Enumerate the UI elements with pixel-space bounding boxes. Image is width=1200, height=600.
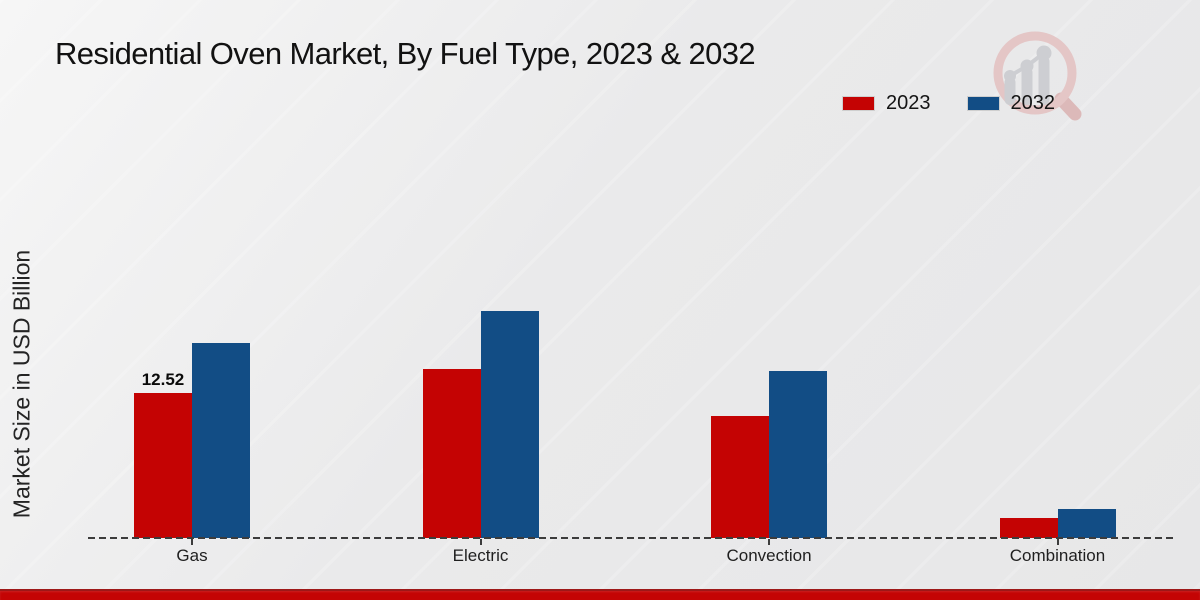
bar-convection-2023 xyxy=(711,416,769,538)
legend-swatch-2032 xyxy=(966,96,1000,111)
value-label-gas-2023: 12.52 xyxy=(141,370,185,389)
x-axis-tick-combination xyxy=(1056,539,1059,545)
magnifier-bar-chart-logo-icon xyxy=(993,31,1082,121)
legend-swatch-2023 xyxy=(842,96,875,111)
chart-title: Residential Oven Market, By Fuel Type, 2… xyxy=(55,36,756,71)
bar-electric-2023 xyxy=(422,369,481,538)
bar-combination-2032 xyxy=(1057,509,1116,538)
legend-item-2023: 2023 xyxy=(842,92,931,115)
x-axis-tick-electric xyxy=(479,539,482,545)
bar-electric-2032 xyxy=(480,311,539,538)
x-axis-baseline xyxy=(88,537,1176,539)
legend-label-2032: 2032 xyxy=(1010,92,1056,114)
x-axis-tick-gas xyxy=(191,539,193,545)
bottom-accent-strip xyxy=(0,589,1200,600)
bar-gas-2023 xyxy=(134,393,192,538)
x-axis-tick-convection xyxy=(768,539,770,545)
bar-gas-2032 xyxy=(192,343,250,538)
legend: 2023 2032 xyxy=(842,92,1055,115)
legend-item-2032: 2032 xyxy=(966,92,1056,115)
legend-label-2023: 2023 xyxy=(886,92,931,114)
x-axis-label-combination: Combination xyxy=(1009,546,1106,565)
x-axis-label-convection: Convection xyxy=(726,546,812,565)
bar-convection-2032 xyxy=(769,371,827,538)
x-axis-label-gas: Gas xyxy=(176,546,208,565)
bar-combination-2023 xyxy=(999,518,1058,538)
x-axis-label-electric: Electric xyxy=(452,546,509,565)
